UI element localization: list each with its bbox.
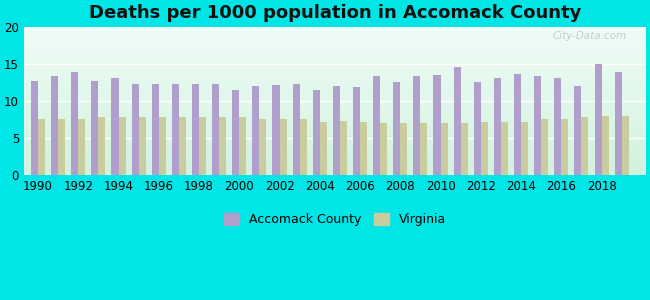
Legend: Accomack County, Virginia: Accomack County, Virginia	[219, 208, 451, 231]
Bar	[72, 72, 78, 175]
Bar	[252, 86, 259, 175]
Bar	[313, 90, 320, 175]
Bar	[554, 78, 562, 175]
Title: Deaths per 1000 population in Accomack County: Deaths per 1000 population in Accomack C…	[88, 4, 581, 22]
Bar	[434, 75, 441, 175]
Bar	[595, 64, 601, 175]
Bar	[353, 87, 360, 175]
Bar	[441, 123, 448, 175]
Bar	[212, 84, 219, 175]
Bar	[333, 86, 340, 175]
Bar	[51, 76, 58, 175]
Bar	[400, 123, 408, 175]
Bar	[232, 90, 239, 175]
Bar	[272, 85, 280, 175]
Bar	[38, 118, 45, 175]
Bar	[320, 122, 327, 175]
Bar	[413, 76, 421, 175]
Bar	[461, 123, 468, 175]
Bar	[111, 78, 118, 175]
Bar	[501, 122, 508, 175]
Bar	[78, 119, 85, 175]
Bar	[421, 123, 428, 175]
Bar	[131, 84, 138, 175]
Bar	[514, 74, 521, 175]
Bar	[454, 67, 461, 175]
Bar	[621, 116, 629, 175]
Bar	[179, 117, 186, 175]
Bar	[92, 81, 98, 175]
Bar	[192, 84, 199, 175]
Bar	[159, 117, 166, 175]
Bar	[219, 117, 226, 175]
Bar	[98, 117, 105, 175]
Bar	[199, 117, 206, 175]
Bar	[380, 123, 387, 175]
Bar	[494, 78, 501, 175]
Bar	[360, 122, 367, 175]
Bar	[373, 76, 380, 175]
Bar	[58, 118, 65, 175]
Bar	[575, 86, 582, 175]
Bar	[259, 118, 266, 175]
Bar	[31, 82, 38, 175]
Bar	[280, 118, 287, 175]
Bar	[292, 84, 300, 175]
Bar	[118, 117, 125, 175]
Bar	[138, 117, 146, 175]
Bar	[151, 84, 159, 175]
Bar	[615, 72, 621, 175]
Bar	[474, 82, 481, 175]
Bar	[239, 117, 246, 175]
Text: City-Data.com: City-Data.com	[553, 31, 627, 41]
Bar	[172, 84, 179, 175]
Bar	[562, 119, 568, 175]
Bar	[534, 76, 541, 175]
Bar	[582, 117, 588, 175]
Bar	[541, 119, 548, 175]
Bar	[340, 121, 347, 175]
Bar	[393, 82, 400, 175]
Bar	[481, 122, 488, 175]
Bar	[521, 122, 528, 175]
Bar	[300, 119, 307, 175]
Bar	[601, 116, 608, 175]
